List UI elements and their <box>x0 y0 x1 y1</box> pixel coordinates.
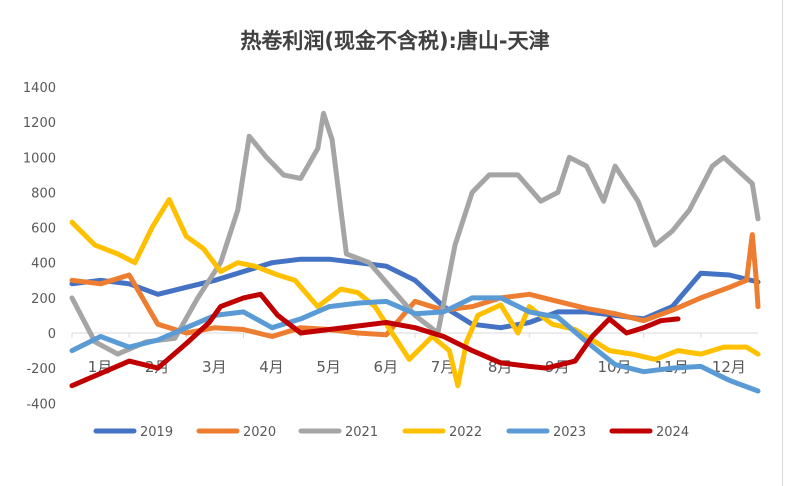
series-line-2024 <box>69 291 681 389</box>
x-tick-label: 7月 <box>431 358 456 376</box>
y-tick-label: -400 <box>26 397 56 412</box>
y-tick-label: 1400 <box>23 81 56 96</box>
legend-label-2019: 2019 <box>140 425 173 440</box>
x-tick-label: 5月 <box>316 358 341 376</box>
legend-label-2023: 2023 <box>553 425 586 440</box>
x-tick-label: 4月 <box>259 358 284 376</box>
legend-label-2021: 2021 <box>345 425 378 440</box>
x-tick-label: 6月 <box>374 358 399 376</box>
legend-label-2020: 2020 <box>243 425 276 440</box>
y-tick-label: 1000 <box>23 151 56 166</box>
y-tick-label: 200 <box>31 292 56 307</box>
series-line-2021 <box>69 110 761 357</box>
y-tick-label: 800 <box>31 186 56 201</box>
y-tick-label: 0 <box>48 327 56 342</box>
x-tick-label: 12月 <box>712 358 746 376</box>
y-tick-label: 400 <box>31 257 56 272</box>
series-line-2022 <box>69 197 761 389</box>
border-line <box>782 0 783 486</box>
x-tick-label: 3月 <box>202 358 227 376</box>
y-tick-label: -200 <box>26 362 56 377</box>
chart-title: 热卷利润(现金不含税):唐山-天津 <box>240 29 549 53</box>
series-line-2023 <box>69 295 761 394</box>
legend-label-2024: 2024 <box>656 425 689 440</box>
y-tick-label: 1200 <box>23 116 56 131</box>
y-tick-label: 600 <box>31 222 56 237</box>
legend-label-2022: 2022 <box>449 425 482 440</box>
